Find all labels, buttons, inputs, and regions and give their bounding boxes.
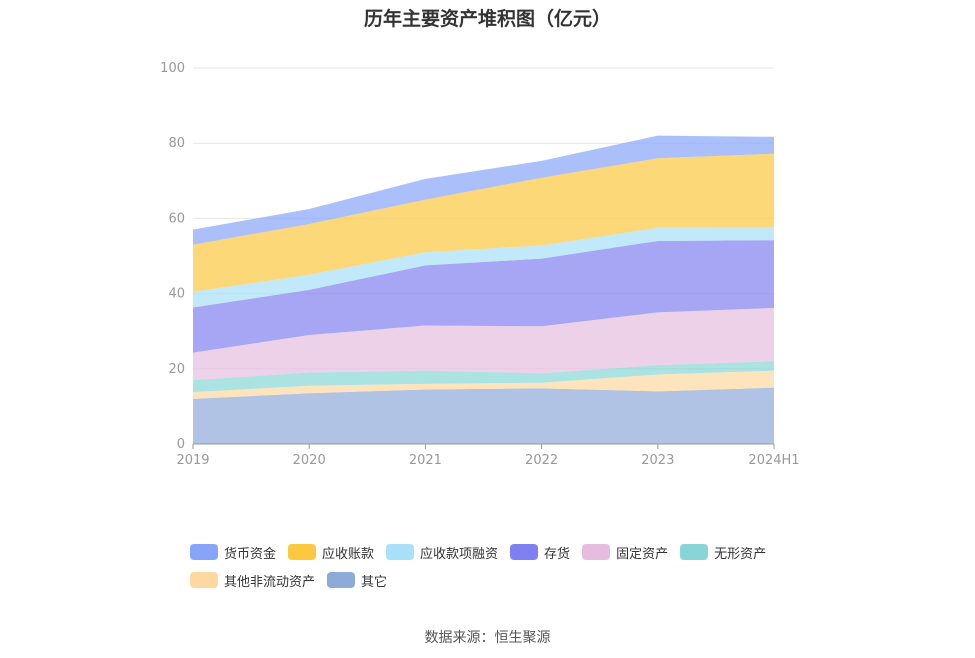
area-其他非流动资产 [193,370,774,399]
area-其它 [193,387,774,444]
x-tick-label: 2023 [641,453,674,468]
area-存货 [193,240,774,353]
area-固定资产 [193,307,774,381]
stacked-area-chart: 2019 2020 2021 2022 2023 2024H1 0 20 40 60 80 100 [160,61,800,468]
legend-label: 货币资金 [224,546,277,562]
x-axis: 2019 2020 2021 2022 2023 2024H1 [176,443,800,468]
x-tick-label: 2022 [525,453,558,468]
area-series [193,135,774,444]
y-tick-label: 20 [168,362,185,377]
x-tick-label: 2019 [176,453,209,468]
legend-item[interactable]: 其它 [327,571,388,590]
legend-label: 存货 [544,546,571,562]
legend-swatch [288,544,317,560]
legend-swatch [327,572,356,588]
legend-item[interactable]: 应收款项融资 [386,543,499,562]
legend-item[interactable]: 货币资金 [190,543,277,562]
y-tick-label: 100 [160,61,185,76]
y-tick-label: 40 [168,287,185,302]
legend-item[interactable]: 固定资产 [582,543,669,562]
legend-item[interactable]: 无形资产 [680,543,767,562]
legend-label: 其他非流动资产 [224,574,316,590]
legend-label: 无形资产 [714,546,767,562]
legend-label: 固定资产 [616,546,669,562]
legend-swatch [510,544,539,560]
legend-item[interactable]: 存货 [510,543,571,562]
legend-item[interactable]: 应收账款 [288,543,375,562]
x-tick-label: 2021 [409,453,442,468]
legend-label: 应收账款 [322,546,375,562]
y-tick-label: 0 [177,437,185,452]
legend-label: 其它 [361,574,388,590]
area-无形资产 [193,361,774,393]
x-tick-label: 2020 [293,453,326,468]
legend-item[interactable]: 其他非流动资产 [190,571,316,590]
y-tick-label: 60 [168,211,185,226]
area-应收款项融资 [193,227,774,308]
legend-swatch [190,572,218,588]
area-应收账款 [193,153,774,292]
data-source: 数据来源：恒生聚源 [424,630,551,646]
legend-label: 应收款项融资 [420,546,499,562]
y-axis: 0 20 40 60 80 100 [160,61,185,452]
x-tick-label: 2024H1 [748,453,799,468]
legend-swatch [386,544,415,560]
legend-swatch [190,544,218,560]
legend: 货币资金 应收账款 应收款项融资 存货 固定资产 无形资产其他非流动资产 其它 [190,543,810,599]
legend-swatch [680,544,709,560]
y-tick-label: 80 [168,136,185,151]
area-货币资金 [193,135,774,245]
chart-title: 历年主要资产堆积图（亿元） [363,8,611,30]
legend-swatch [582,544,611,560]
